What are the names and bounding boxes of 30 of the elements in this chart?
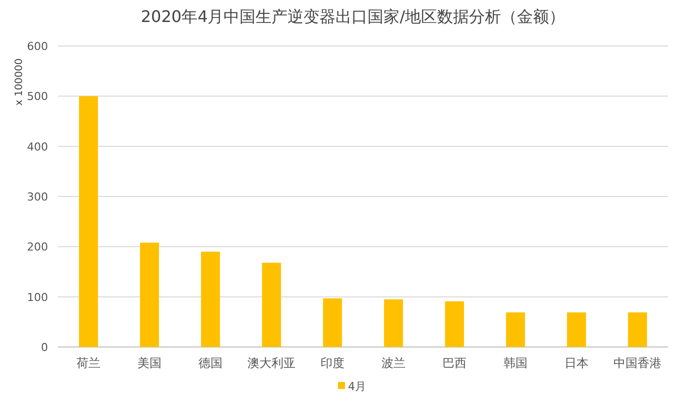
- y-tick-label: 400: [27, 140, 48, 154]
- x-tick-label: 印度: [320, 356, 344, 370]
- x-tick-label: 澳大利亚: [248, 356, 296, 370]
- y-tick-label: 300: [27, 190, 48, 204]
- x-tick-label: 日本: [564, 356, 588, 370]
- legend-label: 4月: [348, 380, 366, 393]
- y-tick-label: 600: [27, 40, 48, 53]
- x-tick-label: 巴西: [442, 356, 466, 370]
- x-tick-label: 波兰: [382, 356, 406, 370]
- chart-title: 2020年4月中国生产逆变器出口国家/地区数据分析（金额）: [140, 7, 566, 26]
- bar: [262, 262, 281, 347]
- y-tick-label: 500: [27, 90, 48, 104]
- x-tick-label: 中国香港: [614, 356, 662, 370]
- x-tick-label: 美国: [138, 356, 162, 370]
- bar: [323, 298, 342, 347]
- bar: [567, 312, 586, 347]
- x-tick-label: 德国: [198, 356, 222, 370]
- bar: [445, 301, 464, 347]
- bar: [140, 242, 159, 347]
- y-tick-label: 200: [27, 240, 48, 254]
- x-tick-label: 荷兰: [76, 356, 100, 370]
- y-tick-label: 0: [41, 341, 48, 354]
- bar: [628, 312, 647, 347]
- bar: [506, 312, 525, 347]
- x-tick-label: 韩国: [504, 356, 528, 370]
- bar: [79, 96, 98, 347]
- y-axis-title: x 100000: [14, 58, 25, 106]
- y-tick-label: 100: [27, 290, 48, 304]
- bar: [384, 299, 403, 347]
- bar: [201, 252, 220, 347]
